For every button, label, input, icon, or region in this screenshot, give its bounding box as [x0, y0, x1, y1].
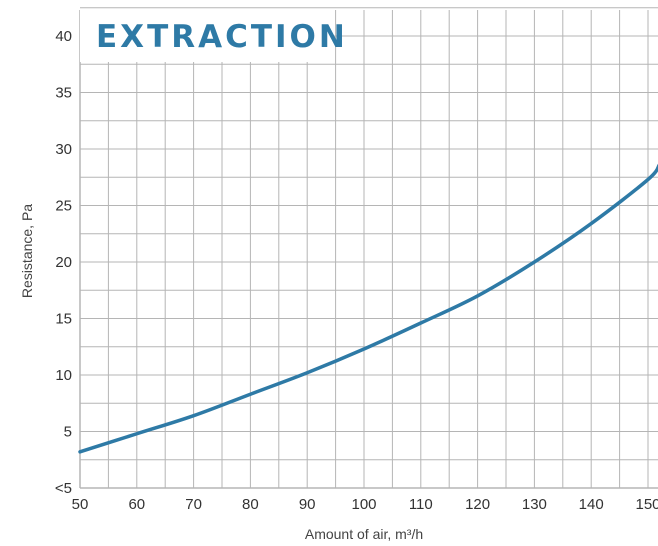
- chart-title: EXTRACTION: [96, 19, 348, 55]
- x-tick-label: 120: [465, 496, 490, 513]
- x-tick-label: 100: [351, 496, 376, 513]
- y-tick-labels: <5 5 10 15 20 25 30 35 40: [55, 28, 72, 497]
- x-tick-label: 80: [242, 496, 259, 513]
- x-tick-label: 60: [128, 496, 145, 513]
- y-tick-label: 10: [55, 367, 72, 384]
- y-axis-label: Resistance, Pa: [19, 204, 35, 298]
- x-tick-label: 130: [522, 496, 547, 513]
- y-tick-label: <5: [55, 480, 72, 497]
- y-tick-label: 30: [55, 141, 72, 158]
- y-tick-label: 15: [55, 311, 72, 328]
- grid: [79, 7, 658, 489]
- y-tick-label: 5: [64, 424, 72, 441]
- x-tick-label: 90: [299, 496, 316, 513]
- y-tick-label: 40: [55, 28, 72, 45]
- x-tick-label: 110: [409, 496, 433, 513]
- x-tick-label: 140: [579, 496, 604, 513]
- y-tick-label: 20: [55, 254, 72, 271]
- x-tick-label: 50: [72, 496, 89, 513]
- x-tick-label: 150: [635, 496, 658, 513]
- title-box: [80, 10, 331, 62]
- x-tick-labels: 50 60 70 80 90 100 110 120 130 140 150: [72, 496, 658, 513]
- y-tick-label: 35: [55, 85, 72, 102]
- x-tick-label: 70: [185, 496, 202, 513]
- y-tick-label: 25: [55, 198, 72, 215]
- series-line: [78, 163, 658, 454]
- x-axis-label: Amount of air, m³/h: [305, 526, 423, 542]
